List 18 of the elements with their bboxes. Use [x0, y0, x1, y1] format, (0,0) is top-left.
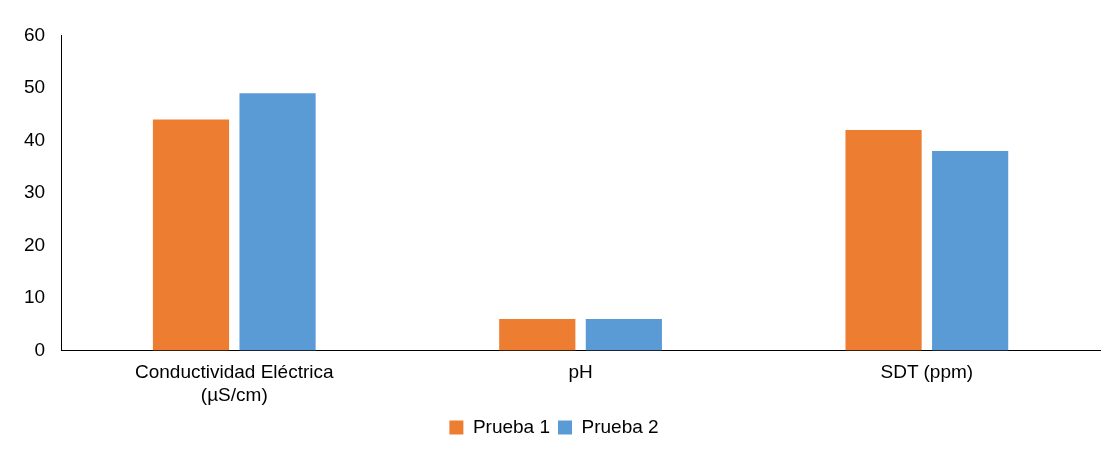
y-tick-label: 10: [23, 286, 46, 308]
bar: [932, 150, 1009, 351]
y-tick-label: 50: [23, 76, 46, 98]
bar: [499, 318, 576, 351]
legend-label: Prueba 1: [472, 415, 551, 437]
bar: [152, 119, 230, 351]
bar: [845, 129, 922, 351]
y-tick-label: 30: [23, 181, 46, 203]
y-tick-label: 60: [23, 23, 46, 45]
bar: [585, 318, 662, 351]
legend-label: Prueba 2: [581, 415, 659, 437]
x-tick-label: Conductividad Eléctrica (µS/cm): [135, 361, 334, 405]
y-tick-label: 0: [34, 338, 46, 360]
y-tick-label: 40: [23, 128, 46, 150]
x-tick-label: SDT (ppm): [880, 361, 974, 383]
bar: [239, 93, 316, 351]
y-tick-label: 20: [23, 233, 46, 255]
x-tick-label: pH: [568, 361, 593, 383]
